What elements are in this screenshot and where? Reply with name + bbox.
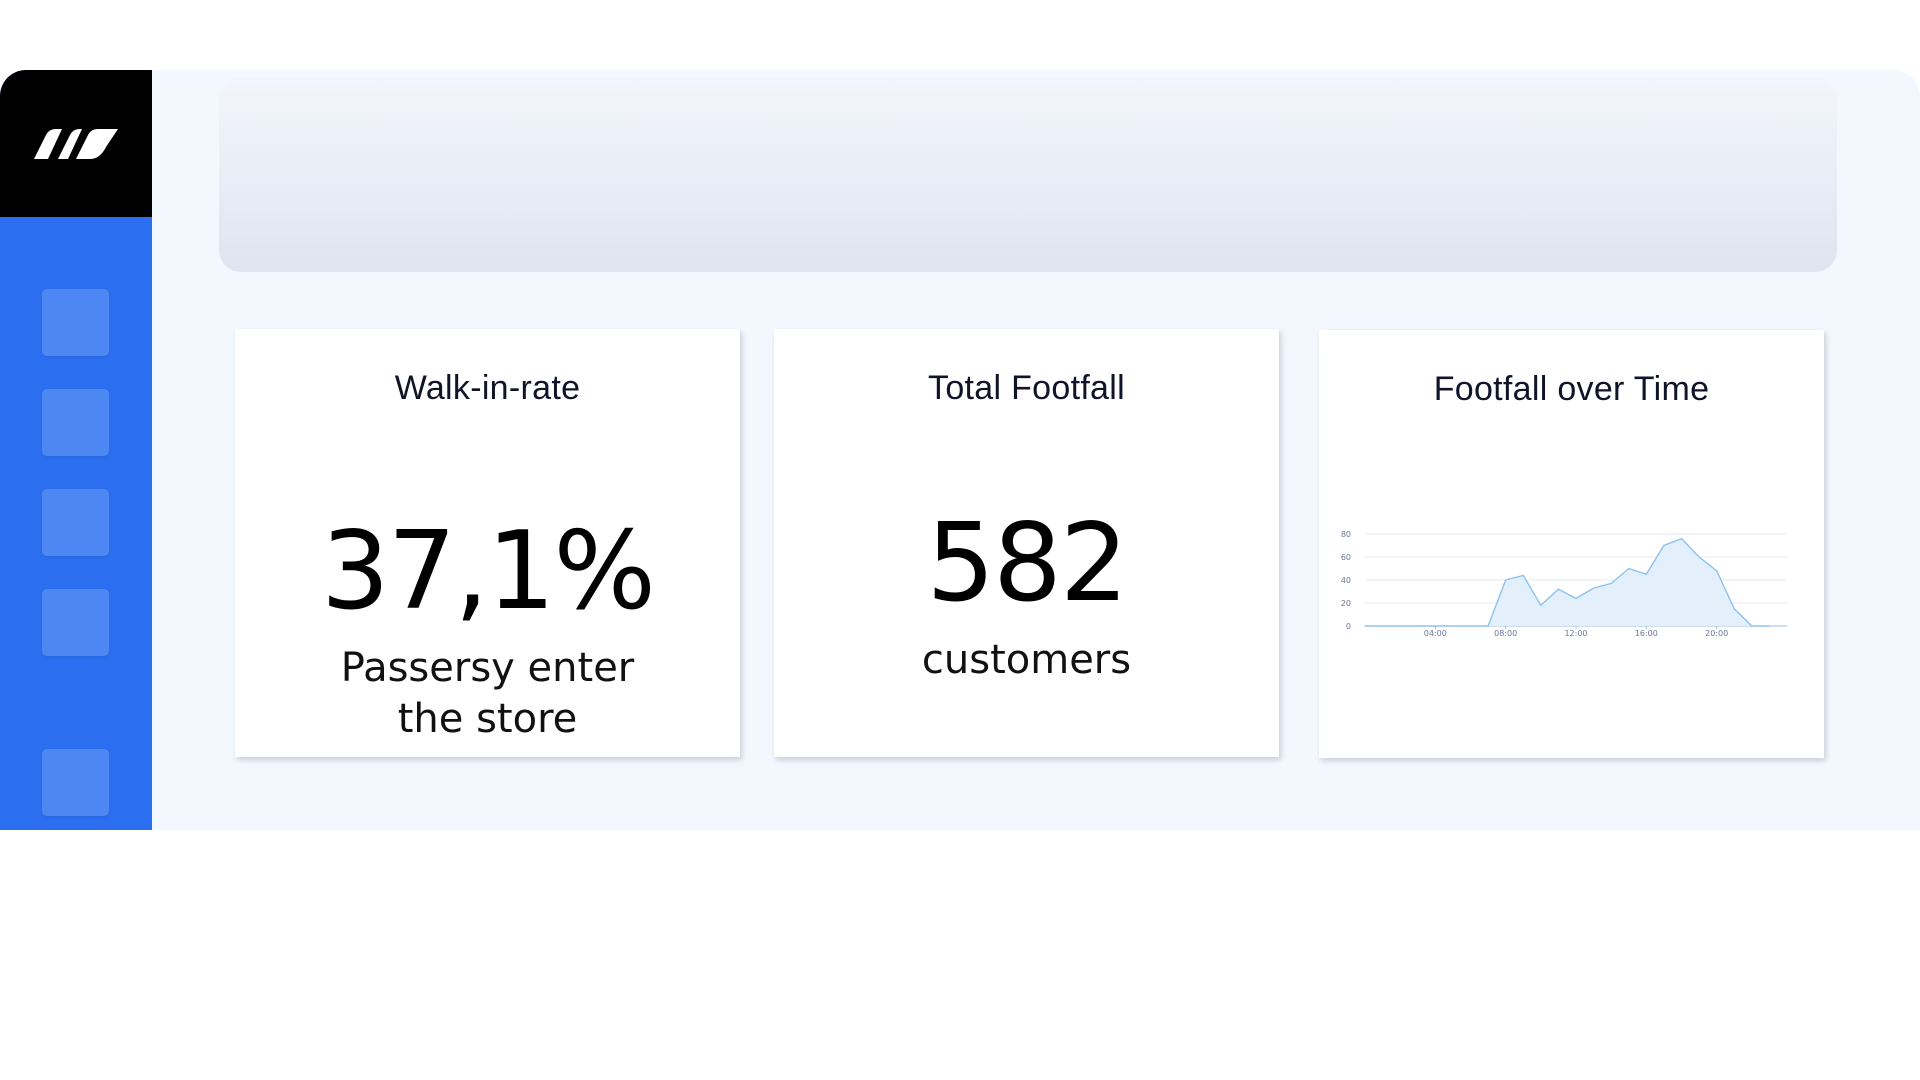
sidebar-item-4[interactable] <box>42 589 109 656</box>
data-point <box>1610 582 1612 585</box>
series-area <box>1365 538 1770 626</box>
y-tick-label: 0 <box>1346 622 1351 631</box>
data-point <box>1452 625 1454 627</box>
data-point <box>1399 625 1401 627</box>
data-point <box>1364 625 1366 627</box>
data-point <box>1645 573 1647 575</box>
y-tick-label: 80 <box>1341 530 1351 539</box>
footfall-over-time-card: Footfall over Time 0 20 40 60 80 04:00 08:00 12… <box>1319 330 1824 758</box>
x-tick-label: 08:00 <box>1494 629 1517 638</box>
sidebar <box>0 70 152 830</box>
series-line <box>1365 537 1770 627</box>
card-title: Total Footfall <box>928 369 1125 407</box>
data-point <box>1505 579 1507 581</box>
data-point <box>1628 567 1630 570</box>
x-tick-label: 12:00 <box>1564 629 1587 638</box>
y-tick-label: 60 <box>1341 553 1351 562</box>
x-tick-label: 16:00 <box>1635 629 1658 638</box>
x-tick-label: 20:00 <box>1705 629 1728 638</box>
walk-in-rate-value: 37,1% <box>320 509 656 634</box>
walk-in-rate-card: Walk-in-rate 37,1% Passersy enter the st… <box>235 329 740 757</box>
app-window: Walk-in-rate 37,1% Passersy enter the st… <box>0 70 1920 830</box>
walk-in-rate-caption-line-2: the store <box>397 696 578 742</box>
data-point <box>1557 588 1560 590</box>
data-point <box>1522 574 1524 576</box>
data-point <box>1751 625 1753 627</box>
footfall-chart: 0 20 40 60 80 04:00 08:00 12:00 16:00 20:00 <box>1341 530 1787 638</box>
sidebar-item-2[interactable] <box>42 389 109 456</box>
data-point <box>1417 625 1419 627</box>
card-title: Walk-in-rate <box>394 369 581 407</box>
footfall-chart-area: 0 20 40 60 80 04:00 08:00 12:00 16:00 20:00 <box>1335 526 1795 656</box>
sidebar-item-1[interactable] <box>42 289 109 356</box>
total-footfall-value: 582 <box>926 501 1128 626</box>
x-tick-label: 04:00 <box>1424 629 1447 638</box>
y-tick-label: 40 <box>1341 576 1351 585</box>
y-tick-label: 20 <box>1341 599 1351 608</box>
sidebar-item-5[interactable] <box>42 749 109 816</box>
data-point <box>1381 625 1384 627</box>
data-point <box>1469 625 1472 627</box>
card-title: Footfall over Time <box>1433 370 1710 408</box>
data-point <box>1434 625 1436 627</box>
total-footfall-caption: customers <box>921 637 1132 683</box>
data-point <box>1698 556 1700 558</box>
sidebar-item-3[interactable] <box>42 489 109 556</box>
data-point <box>1733 608 1735 610</box>
data-point <box>1540 604 1542 606</box>
data-point <box>1592 587 1595 589</box>
data-point <box>1768 625 1771 627</box>
header-banner <box>219 78 1837 272</box>
data-point <box>1716 570 1718 572</box>
data-point <box>1575 597 1577 599</box>
walk-in-rate-caption-line-1: Passersy enter <box>340 645 635 691</box>
data-point <box>1680 538 1683 540</box>
data-point <box>1487 625 1489 627</box>
data-point <box>1663 544 1665 547</box>
total-footfall-card: Total Footfall 582 customers <box>774 329 1279 757</box>
logo[interactable] <box>0 70 152 217</box>
brand-logo-icon <box>34 129 118 159</box>
